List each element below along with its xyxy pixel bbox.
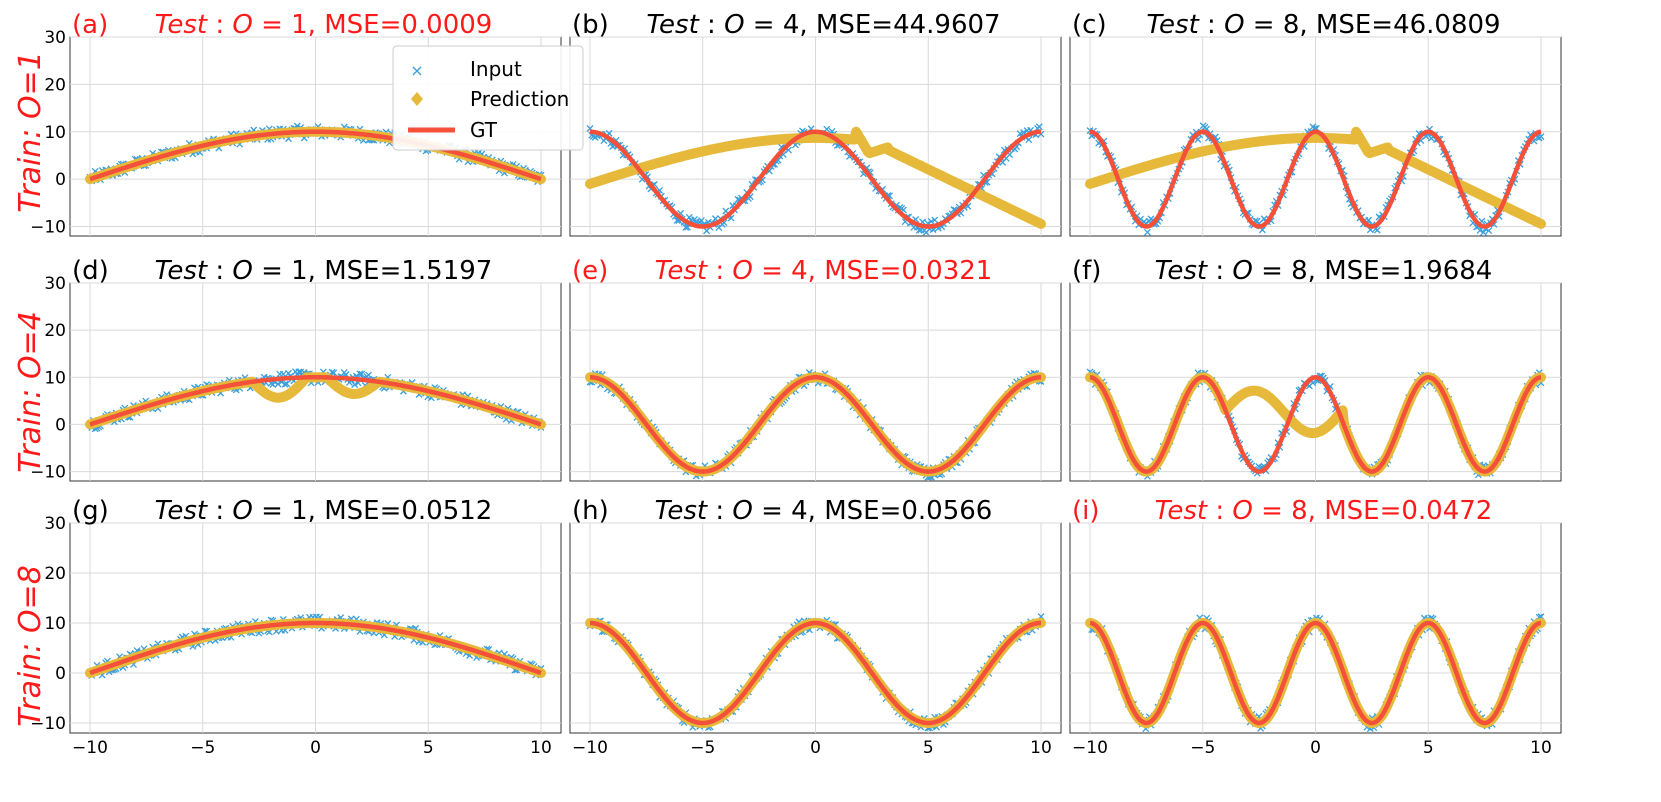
gt-series	[588, 620, 1043, 726]
y-tick-label: 10	[44, 368, 66, 388]
gt-series	[88, 620, 543, 676]
panel-title: Test : O = 1, MSE=0.0009	[155, 10, 493, 40]
panel-f: (f) Test : O = 8, MSE=1.9684	[1069, 256, 1562, 482]
gt-series	[588, 375, 1043, 474]
prediction-series	[1085, 126, 1546, 229]
x-tick-label: 5	[923, 738, 934, 758]
legend-input-label: Input	[470, 57, 522, 81]
input-point	[1035, 123, 1043, 131]
y-tick-label: 0	[55, 415, 66, 435]
y-tick-label: 20	[44, 321, 66, 341]
x-tick-label: −10	[72, 738, 108, 758]
y-tick-label: 30	[44, 274, 66, 294]
input-point	[1485, 227, 1493, 235]
panel-title: Test : O = 4, MSE=0.0566	[655, 496, 993, 526]
panel-b: (b) Test : O = 4, MSE=44.9607	[569, 10, 1062, 237]
input-point	[1373, 226, 1381, 234]
y-tick-label: 20	[44, 564, 66, 584]
legend-prediction-label: Prediction	[470, 87, 569, 111]
input-point	[931, 216, 939, 224]
input-point	[1144, 228, 1151, 236]
panel-title: Test : O = 8, MSE=0.0472	[1155, 496, 1493, 526]
y-tick-label: 10	[44, 123, 66, 143]
x-tick-label: −5	[1190, 738, 1215, 758]
y-tick-label: −10	[30, 463, 66, 483]
x-tick-label: 10	[1530, 738, 1552, 758]
panel-letter: (h)	[572, 496, 609, 526]
x-tick-label: 10	[530, 738, 552, 758]
panel-title: Test : O = 4, MSE=44.9607	[646, 10, 1000, 40]
input-point	[283, 380, 291, 388]
panel-title: Test : O = 4, MSE=0.0321	[655, 256, 993, 286]
gt-series	[588, 129, 1043, 229]
panel-letter: (d)	[72, 256, 109, 286]
gt-series	[88, 129, 543, 182]
x-tick-label: 0	[310, 738, 321, 758]
row-label-train-o4: Train: O=4	[13, 311, 48, 473]
gt-series	[88, 375, 543, 427]
panel-d: −10 0 10 20 30 (d) Test : O = 1, MSE=1.5197	[30, 256, 562, 483]
y-tick-label: 20	[44, 75, 66, 95]
panel-letter: (b)	[572, 10, 609, 40]
y-tick-label: 0	[55, 664, 66, 684]
panels: −10 0 10 20 30 (a) Test : O = 1, MSE=0.0009 (b)…	[30, 10, 1562, 758]
legend-input-marker: ×	[410, 61, 423, 80]
x-tick-label: −5	[690, 738, 715, 758]
y-tick-label: 30	[44, 514, 66, 534]
input-point	[351, 381, 359, 389]
row-label-train-o8: Train: O=8	[13, 565, 48, 727]
input-point	[1480, 228, 1487, 236]
input-point	[356, 370, 364, 378]
panel-letter: (f)	[1072, 256, 1101, 286]
input-point	[330, 369, 338, 377]
panel-letter: (c)	[1072, 10, 1107, 40]
panel-i: −10 −5 0 5 10 (i) Test : O = 8, MSE=0.0472	[1069, 496, 1562, 758]
panel-e: (e) Test : O = 4, MSE=0.0321	[569, 256, 1062, 482]
panel-letter: (g)	[72, 496, 109, 526]
y-tick-label: −10	[30, 714, 66, 734]
input-point	[1476, 226, 1484, 234]
y-tick-label: 0	[55, 170, 66, 190]
gt-series	[1088, 375, 1543, 474]
x-tick-label: 5	[423, 738, 434, 758]
panel-title: Test : O = 8, MSE=1.9684	[1155, 256, 1493, 286]
panel-letter: (i)	[1072, 496, 1100, 526]
input-point	[281, 380, 289, 388]
input-point	[915, 226, 923, 234]
x-tick-label: 0	[810, 738, 821, 758]
panel-letter: (e)	[572, 256, 608, 286]
x-tick-label: 10	[1030, 738, 1052, 758]
prediction-series	[585, 126, 1046, 229]
row-label-train-o1: Train: O=1	[13, 51, 48, 213]
x-tick-label: −10	[572, 738, 608, 758]
input-point	[274, 380, 282, 388]
y-tick-label: −10	[30, 218, 66, 238]
legend-gt-label: GT	[470, 118, 498, 142]
x-tick-label: −10	[1072, 738, 1108, 758]
row-labels: Train: O=1 Train: O=4 Train: O=8	[13, 51, 48, 727]
x-tick-label: 5	[1423, 738, 1434, 758]
panel-h: −10 −5 0 5 10 (h) Test : O = 4, MSE=0.0566	[569, 496, 1062, 758]
legend: × Input Prediction GT	[392, 45, 584, 151]
x-tick-label: −5	[190, 738, 215, 758]
input-point	[358, 370, 366, 378]
y-tick-label: 30	[44, 28, 66, 48]
gt-series	[1088, 129, 1543, 229]
panel-title: Test : O = 1, MSE=1.5197	[155, 256, 493, 286]
input-point	[365, 371, 373, 379]
input-point	[682, 223, 690, 231]
x-tick-label: 0	[1310, 738, 1321, 758]
panel-c: (c) Test : O = 8, MSE=46.0809	[1069, 10, 1562, 237]
panel-letter: (a)	[72, 10, 108, 40]
panel-g: −10 0 10 20 30 −10 −5 0 5 10 (g) Test : O = 1, MSE=…	[30, 496, 562, 758]
panel-title: Test : O = 8, MSE=46.0809	[1146, 10, 1500, 40]
y-tick-label: 10	[44, 614, 66, 634]
panel-title: Test : O = 1, MSE=0.0512	[155, 496, 493, 526]
input-point	[1537, 133, 1545, 141]
